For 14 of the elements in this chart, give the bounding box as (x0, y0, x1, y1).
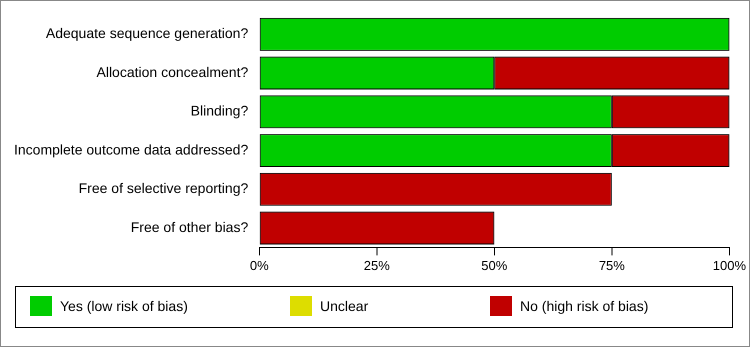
y-tick-label: Free of other bias? (130, 218, 248, 235)
y-tick-label: Allocation concealment? (96, 64, 248, 80)
x-tick-label: 100% (712, 258, 746, 273)
legend-label: No (high risk of bias) (520, 298, 648, 314)
legend-label: Unclear (320, 298, 368, 314)
y-tick-label: Blinding? (190, 102, 248, 119)
x-tick-label: 0% (250, 258, 270, 273)
x-tick-label: 25% (364, 258, 390, 273)
x-tick-label: 50% (481, 258, 508, 273)
y-tick-label: Free of selective reporting? (78, 180, 248, 196)
legend-label: Yes (low risk of bias) (60, 298, 188, 314)
y-tick-label: Adequate sequence generation? (46, 25, 248, 42)
x-tick-label: 75% (598, 258, 626, 273)
y-tick-label: Incomplete outcome data addressed? (14, 141, 248, 158)
